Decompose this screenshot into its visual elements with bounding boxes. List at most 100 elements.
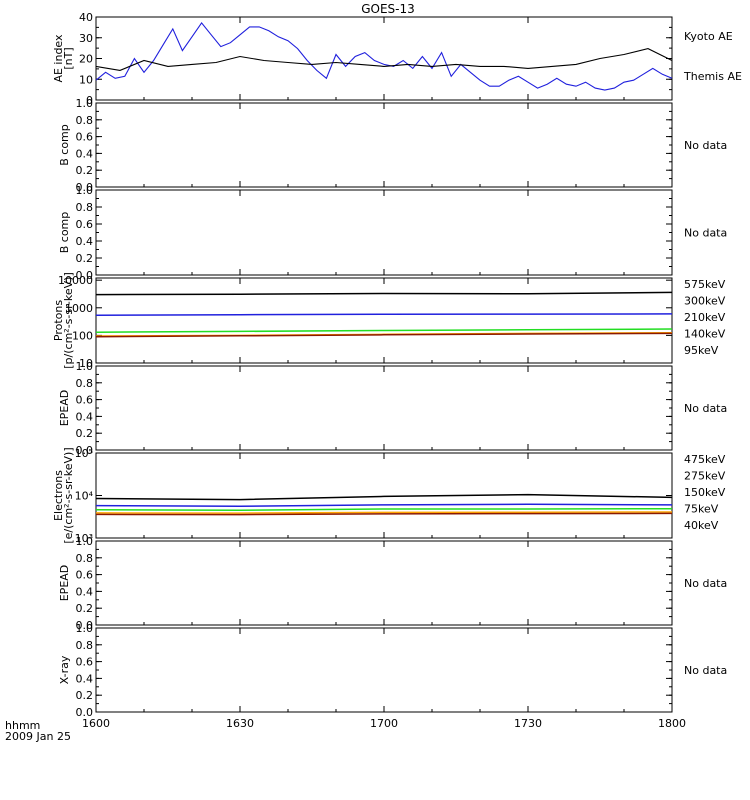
no-data-label: No data xyxy=(684,402,727,415)
y-tick-label: 0.8 xyxy=(76,552,94,565)
legend-entry: 140keV xyxy=(684,328,726,341)
y-tick-label: 10⁵ xyxy=(75,447,93,460)
panels: 0 10 20 30 40 AE index[nT] Kyoto AE Themis AE 0.… xyxy=(52,11,742,730)
series-line-475kev xyxy=(95,512,673,516)
x-tick-label: 1800 xyxy=(658,717,686,730)
y-tick-label: 1.0 xyxy=(76,622,94,635)
legend-entry: Themis AE xyxy=(683,70,742,83)
y-axis-label: [p/(cm²-s-sr-keV)] xyxy=(62,272,75,369)
series-line-575kev xyxy=(95,332,673,338)
y-tick-label: 0.6 xyxy=(76,131,94,144)
legend-entry: 210keV xyxy=(684,311,726,324)
y-axis-label: [nT] xyxy=(62,47,75,69)
y-tick-label: 1.0 xyxy=(76,184,94,197)
y-tick-label: 1.0 xyxy=(76,360,94,373)
y-axis-label: EPEAD xyxy=(58,565,71,602)
panel-frame xyxy=(95,365,673,451)
y-tick-label: 0.0 xyxy=(76,619,94,632)
no-data-label: No data xyxy=(684,664,727,677)
series-line-75kev xyxy=(95,503,673,507)
y-tick-label: 10 xyxy=(79,73,93,86)
legend-entry: 475keV xyxy=(684,453,726,466)
legend-entry: 40keV xyxy=(684,519,719,532)
y-axis-label: X-ray xyxy=(58,655,71,684)
legend-entry: 95keV xyxy=(684,344,719,357)
panel-ae: 0 10 20 30 40 AE index[nT] Kyoto AE Themis AE xyxy=(52,11,742,107)
panel-frame xyxy=(95,16,673,101)
y-axis-label: [e/(cm²-s-sr-keV)] xyxy=(62,447,75,543)
panel-epead1: 0.0 0.2 0.4 0.6 0.8 1.0 EPEAD No data xyxy=(58,360,727,457)
y-tick-label: 10⁴ xyxy=(75,490,94,503)
x-tick-label: 1700 xyxy=(370,717,398,730)
series-line-95kev xyxy=(95,291,673,296)
y-tick-label: 0.0 xyxy=(76,269,94,282)
panel-frame xyxy=(95,189,673,276)
y-tick-label: 10 xyxy=(79,357,93,370)
y-tick-label: 1000 xyxy=(65,302,93,315)
legend-entry: 300keV xyxy=(684,295,726,308)
panel-frame xyxy=(95,102,673,188)
y-tick-label: 0.4 xyxy=(76,410,94,423)
y-axis-label: Protons xyxy=(52,300,65,341)
y-tick-label: 0.2 xyxy=(76,689,94,702)
panel-electrons: 10³ 10⁴ 10⁵ Electrons[e/(cm²-s-sr-keV)] 475k… xyxy=(52,447,726,545)
y-tick-label: 0.6 xyxy=(76,218,94,231)
panel-bcomp2: 0.0 0.2 0.4 0.6 0.8 1.0 B comp No data xyxy=(58,184,727,282)
panel-xray: 0.0 0.2 0.4 0.6 0.8 1.0 X-ray No data xyxy=(58,622,727,719)
y-tick-label: 0.4 xyxy=(76,672,94,685)
no-data-label: No data xyxy=(684,139,727,152)
y-tick-label: 30 xyxy=(79,32,93,45)
y-axis-label: B comp xyxy=(58,124,71,166)
legend-entry: 575keV xyxy=(684,278,726,291)
y-tick-label: 1.0 xyxy=(76,97,94,110)
y-tick-label: 1.0 xyxy=(76,535,94,548)
x-tick-label: 1600 xyxy=(82,717,110,730)
y-tick-label: 0.6 xyxy=(76,394,94,407)
series-line-kyoto-ae xyxy=(95,21,673,91)
series-line-40kev xyxy=(95,493,673,501)
y-tick-label: 0.0 xyxy=(76,181,94,194)
y-tick-label: 0.0 xyxy=(76,706,94,719)
series-line-210kev xyxy=(95,328,673,333)
y-axis-label: AE index xyxy=(52,34,65,83)
y-tick-label: 0.2 xyxy=(76,427,94,440)
y-tick-label: 20 xyxy=(79,53,93,66)
plot-title: GOES-13 xyxy=(361,2,415,16)
no-data-label: No data xyxy=(684,577,727,590)
y-tick-label: 0.4 xyxy=(76,147,94,160)
panel-frame xyxy=(95,540,673,626)
series-line-150kev xyxy=(95,507,673,511)
x-axis-unit-label: hhmm xyxy=(5,719,40,732)
y-axis-label: EPEAD xyxy=(58,390,71,427)
y-tick-label: 100 xyxy=(72,329,93,342)
series-line-themis-ae xyxy=(95,48,673,71)
y-tick-label: 0.8 xyxy=(76,377,94,390)
y-tick-label: 0.4 xyxy=(76,235,94,248)
y-axis-label: Electrons xyxy=(52,470,65,521)
y-axis-label: B comp xyxy=(58,212,71,254)
legend-entry: 275keV xyxy=(684,470,726,483)
y-tick-label: 10000 xyxy=(58,274,93,287)
y-tick-label: 0.0 xyxy=(76,444,94,457)
y-tick-label: 0.8 xyxy=(76,201,94,214)
y-tick-label: 10³ xyxy=(75,532,93,545)
no-data-label: No data xyxy=(684,227,727,240)
x-tick-label: 1630 xyxy=(226,717,254,730)
panel-bcomp1: 0.0 0.2 0.4 0.6 0.8 1.0 B comp No data xyxy=(58,97,727,194)
y-tick-label: 0.2 xyxy=(76,164,94,177)
series-line-275kev xyxy=(95,511,673,514)
y-tick-label: 0.8 xyxy=(76,639,94,652)
y-tick-label: 0.8 xyxy=(76,114,94,127)
plot-date: 2009 Jan 25 xyxy=(5,730,71,743)
y-tick-label: 0.4 xyxy=(76,585,94,598)
y-tick-label: 0 xyxy=(86,94,93,107)
x-tick-label: 1730 xyxy=(514,717,542,730)
series-line-140kev xyxy=(95,313,673,316)
panel-frame xyxy=(95,627,673,713)
y-tick-label: 0.2 xyxy=(76,252,94,265)
y-tick-label: 40 xyxy=(79,11,93,24)
legend-entry: 150keV xyxy=(684,486,726,499)
panel-protons: 10 100 1000 10000 Protons[p/(cm²-s-sr-keV)] 5… xyxy=(52,272,726,370)
y-tick-label: 0.2 xyxy=(76,602,94,615)
